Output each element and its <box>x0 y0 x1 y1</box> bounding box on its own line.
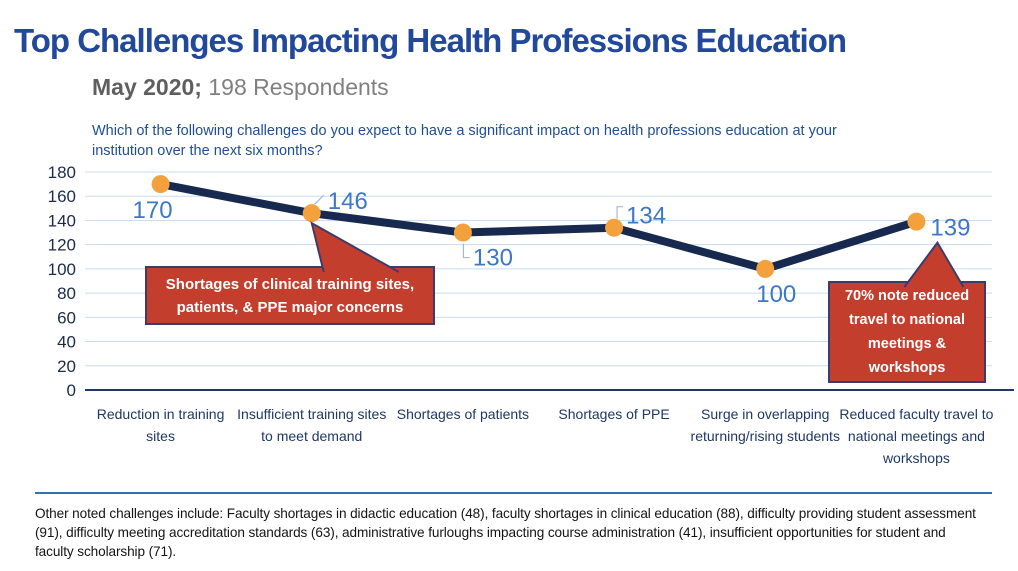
data-point-label: 134 <box>626 203 666 230</box>
data-label-leader <box>616 206 624 219</box>
footnote: Other noted challenges include: Faculty … <box>35 506 976 560</box>
category-label: Shortages of PPE <box>558 406 670 422</box>
data-label-leader <box>314 194 325 205</box>
y-axis-tick: 60 <box>57 308 76 327</box>
callout-clinical-shortages: Shortages of clinical training sites, pa… <box>145 266 435 325</box>
y-axis-tick: 40 <box>57 333 76 352</box>
category-label: Shortages of patients <box>396 406 530 422</box>
data-point-marker <box>756 259 775 278</box>
subtitle-period: May 2020; <box>92 74 202 100</box>
data-label-leader <box>462 243 470 259</box>
y-axis-tick: 0 <box>67 381 76 400</box>
y-axis-tick: 100 <box>48 260 76 279</box>
y-axis-tick: 160 <box>48 187 76 206</box>
y-axis-tick: 140 <box>48 211 76 230</box>
category-label: Reduction in training sites <box>96 406 225 444</box>
footer-divider <box>35 492 992 494</box>
data-point-label: 100 <box>756 281 796 308</box>
data-point-label: 146 <box>328 188 368 215</box>
data-point-label: 130 <box>473 245 513 272</box>
data-point-marker <box>302 204 321 223</box>
y-axis-tick: 80 <box>57 284 76 303</box>
data-point-label: 139 <box>930 215 970 242</box>
category-label: Insufficient training sites to meet dema… <box>237 406 387 444</box>
subtitle-respondents: 198 Respondents <box>201 74 389 100</box>
category-label: Surge in overlapping returning/rising st… <box>690 406 840 444</box>
data-point-label: 170 <box>133 197 173 224</box>
data-point-marker <box>453 223 472 242</box>
y-axis-tick: 180 <box>48 163 76 182</box>
series-line <box>156 180 921 273</box>
data-point-marker <box>151 175 170 194</box>
y-axis-tick: 120 <box>48 236 76 255</box>
callout-travel-reduction: 70% note reduced travel to national meet… <box>828 281 986 383</box>
data-point-marker <box>907 212 926 231</box>
category-axis: Reduction in training sites Insufficient … <box>0 403 1018 498</box>
survey-question: Which of the following challenges do you… <box>92 123 837 159</box>
callout-clinical-shortages-text: Shortages of clinical training sites, pa… <box>165 275 415 316</box>
category-label: Reduced faculty travel to national meeti… <box>839 406 994 466</box>
data-point-marker <box>605 218 624 237</box>
page-title: Top Challenges Impacting Health Professi… <box>14 22 847 59</box>
y-axis-tick: 20 <box>57 357 76 376</box>
callout-travel-reduction-text: 70% note reduced travel to national meet… <box>844 288 970 376</box>
subtitle: May 2020; 198 Respondents <box>92 74 389 101</box>
